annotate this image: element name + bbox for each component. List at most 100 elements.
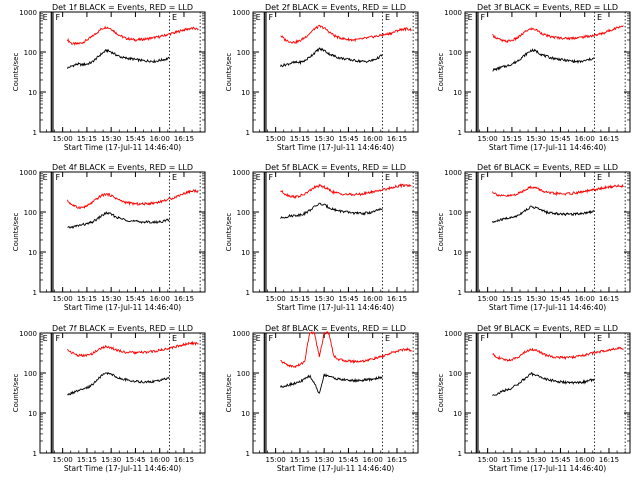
marker-label: F xyxy=(269,334,274,343)
y-tick-label: 1 xyxy=(33,129,37,137)
y-tick-label: 100 xyxy=(449,209,462,217)
x-tick-label: 15:00 xyxy=(266,135,286,143)
marker-label: E xyxy=(385,13,390,22)
panel-det-1: Det 1f BLACK = Events, RED = LLD 1 10 100 10… xyxy=(12,3,206,152)
marker-label: E xyxy=(256,173,261,182)
x-tick-label: 15:45 xyxy=(125,295,145,303)
y-tick-label: 1000 xyxy=(232,9,250,17)
x-tick-label: 15:45 xyxy=(338,295,358,303)
marker-label: F xyxy=(269,13,274,22)
plot-frame xyxy=(39,171,206,293)
events-series-line xyxy=(492,372,595,396)
panel-title: Det 6f BLACK = Events, RED = LLD xyxy=(477,163,618,172)
x-tick-label: 15:00 xyxy=(53,135,73,143)
x-tick-label: 16:15 xyxy=(174,295,194,303)
x-tick-label: 15:15 xyxy=(502,295,522,303)
events-series-line xyxy=(280,47,383,68)
y-tick-label: 1000 xyxy=(19,169,37,177)
x-tick-label: 16:00 xyxy=(150,135,170,143)
y-tick-label: 10 xyxy=(28,249,37,257)
y-axis-label: Counts/sec xyxy=(225,374,233,413)
x-tick-label: 15:30 xyxy=(314,135,334,143)
x-tick-label: 16:15 xyxy=(599,135,619,143)
x-tick-label: 15:00 xyxy=(478,456,498,464)
y-tick-label: 100 xyxy=(449,49,462,57)
x-tick-label: 15:30 xyxy=(101,295,121,303)
x-tick-label: 16:00 xyxy=(363,456,383,464)
events-series-line xyxy=(492,205,595,224)
x-tick-label: 16:15 xyxy=(599,295,619,303)
panel-title: Det 4f BLACK = Events, RED = LLD xyxy=(52,163,193,172)
marker-label: E xyxy=(43,334,48,343)
plot-frame xyxy=(39,11,206,133)
lld-series-line xyxy=(492,183,624,197)
y-tick-label: 10 xyxy=(28,89,37,97)
lld-series-line xyxy=(492,346,624,362)
x-tick-label: 15:30 xyxy=(314,456,334,464)
panel-det-3: Det 3f BLACK = Events, RED = LLD 1 10 100 10… xyxy=(437,3,631,152)
x-tick-label: 16:15 xyxy=(387,295,407,303)
y-tick-label: 1000 xyxy=(444,9,462,17)
y-tick-label: 100 xyxy=(24,209,37,217)
x-tick-label: 15:00 xyxy=(53,295,73,303)
y-tick-label: 10 xyxy=(241,249,250,257)
x-tick-label: 15:45 xyxy=(125,135,145,143)
x-tick-label: 15:15 xyxy=(77,295,97,303)
marker-label: E xyxy=(597,13,602,22)
x-tick-label: 16:15 xyxy=(174,456,194,464)
plot-frame xyxy=(464,11,631,133)
lld-series-line xyxy=(280,183,412,199)
y-tick-label: 10 xyxy=(241,89,250,97)
x-tick-label: 15:45 xyxy=(550,135,570,143)
y-tick-label: 10 xyxy=(241,410,250,418)
x-tick-label: 15:45 xyxy=(125,456,145,464)
x-tick-label: 16:15 xyxy=(387,456,407,464)
y-axis-label: Counts/sec xyxy=(12,213,20,252)
y-tick-label: 1000 xyxy=(19,9,37,17)
panel-title: Det 8f BLACK = Events, RED = LLD xyxy=(265,324,406,333)
plot-frame xyxy=(252,332,419,454)
x-tick-label: 15:30 xyxy=(101,456,121,464)
x-axis-label: Start Time (17-Jul-11 14:46:40) xyxy=(64,464,181,473)
y-tick-label: 1000 xyxy=(19,330,37,338)
y-tick-label: 1 xyxy=(246,129,250,137)
plot-frame xyxy=(464,332,631,454)
x-axis-label: Start Time (17-Jul-11 14:46:40) xyxy=(64,143,181,152)
lld-series-line xyxy=(67,340,199,357)
x-axis-label: Start Time (17-Jul-11 14:46:40) xyxy=(489,143,606,152)
panel-title: Det 1f BLACK = Events, RED = LLD xyxy=(52,3,193,12)
panel-title: Det 9f BLACK = Events, RED = LLD xyxy=(477,324,618,333)
x-axis-label: Start Time (17-Jul-11 14:46:40) xyxy=(277,143,394,152)
plot-frame xyxy=(464,171,631,293)
x-tick-label: 15:00 xyxy=(266,456,286,464)
marker-label: E xyxy=(172,334,177,343)
plot-frame xyxy=(39,332,206,454)
y-tick-label: 1000 xyxy=(444,330,462,338)
marker-label: E xyxy=(43,13,48,22)
x-axis-label: Start Time (17-Jul-11 14:46:40) xyxy=(489,464,606,473)
y-axis-label: Counts/sec xyxy=(437,213,445,252)
panel-det-6: Det 6f BLACK = Events, RED = LLD 1 10 100 10… xyxy=(437,163,631,312)
events-series-line xyxy=(67,371,170,396)
marker-label: E xyxy=(172,173,177,182)
marker-label: E xyxy=(256,13,261,22)
marker-label: E xyxy=(385,173,390,182)
lld-series-line xyxy=(67,25,199,46)
panel-title: Det 3f BLACK = Events, RED = LLD xyxy=(477,3,618,12)
x-tick-label: 15:15 xyxy=(290,295,310,303)
lld-series-line xyxy=(492,25,624,44)
y-tick-label: 10 xyxy=(453,249,462,257)
x-tick-label: 15:00 xyxy=(266,295,286,303)
marker-label: E xyxy=(468,13,473,22)
events-series-line xyxy=(280,202,383,219)
marker-label: F xyxy=(481,173,486,182)
y-tick-label: 100 xyxy=(237,209,250,217)
events-series-line xyxy=(67,48,170,69)
x-tick-label: 15:45 xyxy=(338,135,358,143)
panel-det-8: Det 8f BLACK = Events, RED = LLD 1 10 100 10… xyxy=(225,324,419,473)
x-tick-label: 15:30 xyxy=(526,135,546,143)
marker-label: F xyxy=(56,173,61,182)
y-tick-label: 1 xyxy=(33,450,37,458)
marker-label: F xyxy=(56,13,61,22)
x-tick-label: 15:15 xyxy=(77,135,97,143)
